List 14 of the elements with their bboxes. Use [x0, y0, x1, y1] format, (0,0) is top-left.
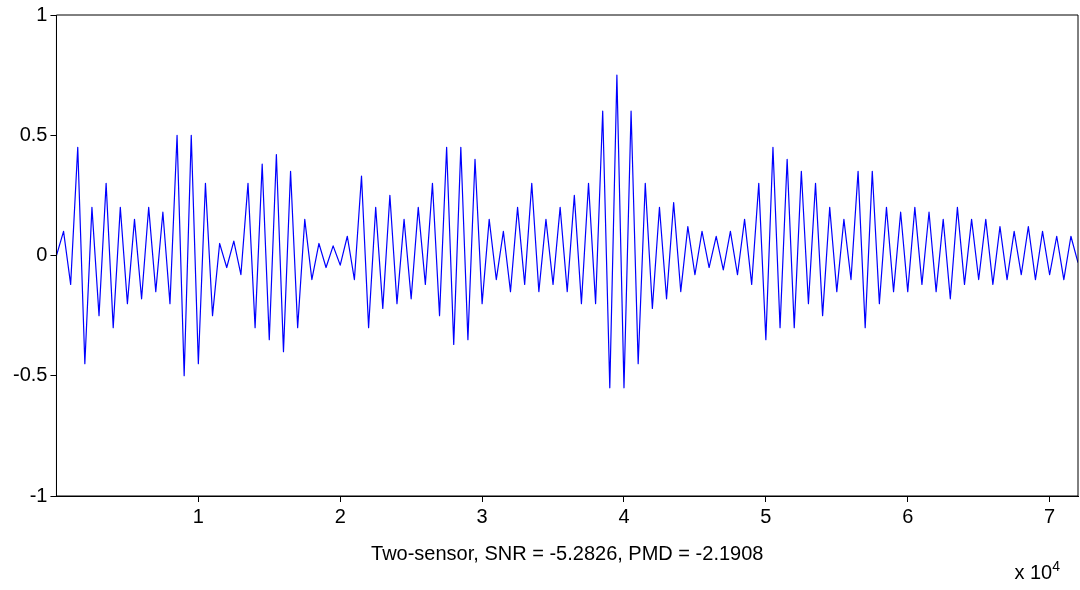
x-tick-label: 7	[1044, 504, 1056, 527]
x-tick-label: 3	[476, 504, 488, 527]
x-axis-title: Two-sensor, SNR = -5.2826, PMD = -2.1908	[371, 541, 764, 564]
x-tick-label: 6	[902, 504, 914, 527]
y-tick-label: 0.5	[19, 122, 48, 145]
x-tick-label: 5	[760, 504, 772, 527]
y-tick-label: 0	[36, 243, 48, 266]
x-tick-label: 4	[618, 504, 630, 527]
y-tick-label: -0.5	[12, 363, 48, 386]
x-tick-label: 2	[334, 504, 346, 527]
y-tick-label: -1	[29, 483, 48, 506]
text: x 10$^{4}$	[1014, 558, 1060, 584]
y-tick-label: 1	[36, 2, 48, 25]
x-tick-label: 1	[192, 504, 204, 527]
